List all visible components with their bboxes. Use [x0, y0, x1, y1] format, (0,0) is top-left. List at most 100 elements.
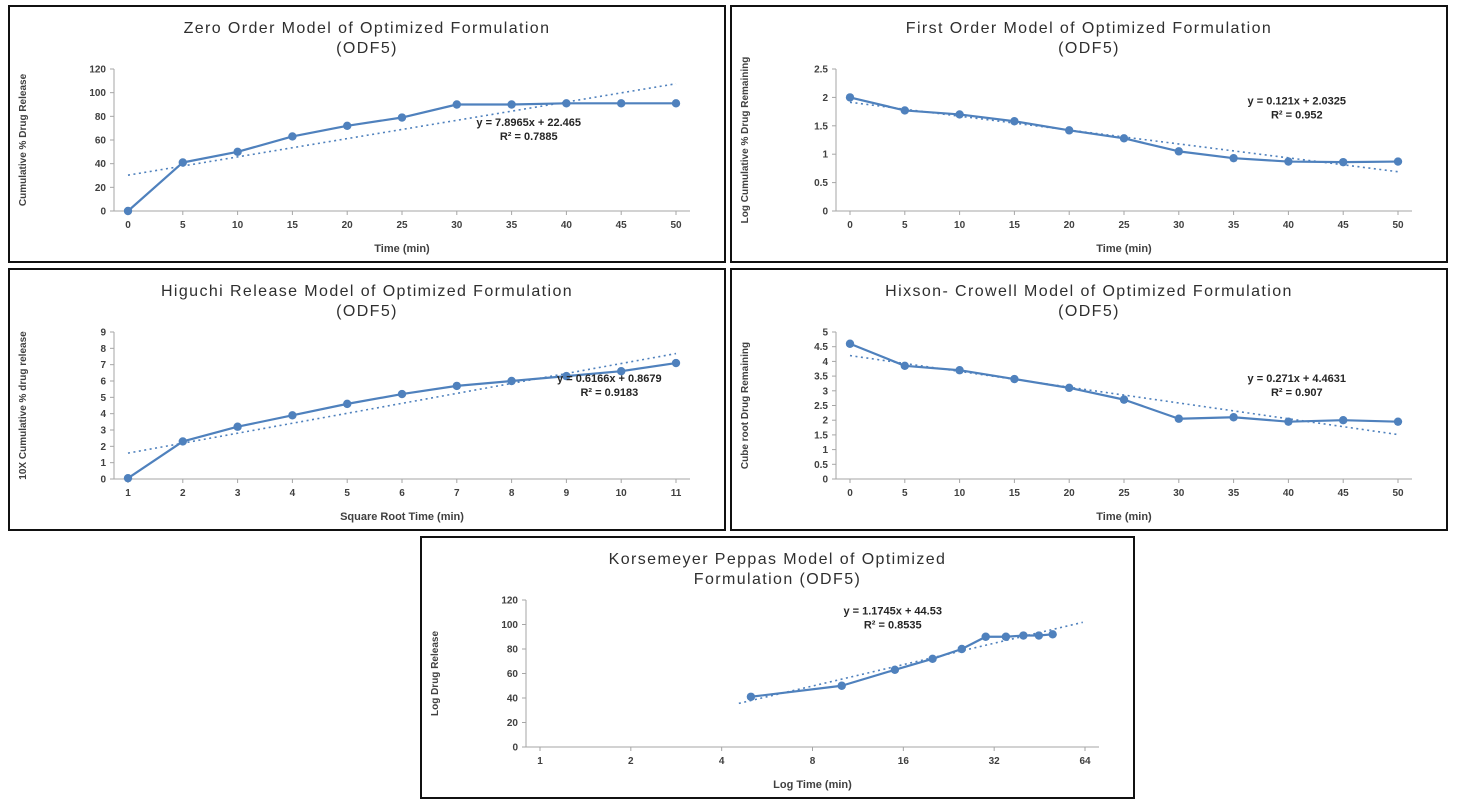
y-tick-label: 60: [95, 136, 107, 147]
y-tick-label: 100: [89, 88, 106, 99]
y-tick-label: 1.5: [814, 121, 828, 132]
equation-label: y = 1.1745x + 44.53: [843, 606, 941, 618]
x-tick-label: 25: [1118, 488, 1130, 499]
equation-label: y = 0.6166x + 0.8679: [557, 373, 662, 385]
higuchi-chart: Higuchi Release Model of Optimized Formu…: [18, 283, 690, 523]
equation-label: y = 0.271x + 4.4631: [1248, 373, 1346, 385]
data-point: [1034, 631, 1044, 640]
data-point: [507, 100, 516, 109]
panel-hixson-crowell-chart: Hixson- Crowell Model of Optimized Formu…: [730, 268, 1448, 531]
y-tick-label: 60: [507, 669, 519, 680]
data-point: [178, 158, 187, 167]
y-tick-label: 20: [95, 183, 107, 194]
y-tick-label: 1: [822, 445, 828, 456]
data-point: [178, 437, 187, 446]
x-axis-title: Log Time (min): [773, 779, 852, 791]
data-point: [397, 389, 407, 399]
korsemeyer-peppas-chart: Korsemeyer Peppas Model of Optimized Form…: [430, 551, 1099, 791]
data-point: [900, 106, 909, 115]
y-tick-label: 1.5: [814, 430, 828, 441]
chart-title-line-1: Korsemeyer Peppas Model of Optimized: [609, 551, 947, 568]
x-tick-label: 3: [235, 488, 241, 499]
data-series-line: [750, 633, 1053, 698]
x-tick-label: 35: [1228, 488, 1240, 499]
data-point: [452, 100, 461, 109]
data-point: [1048, 630, 1057, 639]
panel-higuchi-chart: Higuchi Release Model of Optimized Formu…: [8, 268, 726, 531]
x-tick-label: 50: [670, 220, 682, 231]
x-tick-label: 1: [125, 488, 131, 499]
x-tick-label: 50: [1392, 488, 1404, 499]
y-tick-label: 80: [507, 645, 519, 656]
x-tick-label: 30: [1173, 488, 1185, 499]
data-point: [343, 121, 352, 130]
y-axis-title: Log Drug Release: [430, 631, 441, 716]
data-point: [1284, 417, 1293, 426]
y-tick-label: 0: [512, 743, 518, 754]
y-tick-label: 2: [100, 442, 106, 453]
y-tick-label: 100: [501, 620, 518, 631]
x-tick-label: 6: [399, 488, 405, 499]
data-point: [1065, 126, 1074, 135]
x-tick-label: 25: [1118, 220, 1130, 231]
data-point: [397, 113, 407, 122]
r-squared-label: R² = 0.7885: [500, 131, 558, 143]
data-point: [1119, 134, 1129, 143]
r-squared-label: R² = 0.8535: [864, 620, 922, 632]
x-tick-label: 45: [616, 220, 628, 231]
x-tick-label: 45: [1338, 220, 1350, 231]
panel-korsemeyer-peppas-chart: Korsemeyer Peppas Model of Optimized Form…: [420, 536, 1135, 799]
y-tick-label: 0.5: [814, 460, 828, 471]
y-tick-label: 40: [95, 159, 107, 170]
y-tick-label: 1: [100, 458, 106, 469]
equation-label: y = 7.8965x + 22.465: [476, 117, 581, 129]
data-point: [671, 99, 681, 108]
x-tick-label: 10: [954, 488, 966, 499]
data-point: [1339, 157, 1348, 167]
x-tick-label: 2: [180, 488, 186, 499]
data-point: [123, 473, 133, 483]
y-tick-label: 4.5: [814, 342, 828, 353]
y-tick-label: 9: [100, 328, 106, 339]
x-tick-label: 32: [989, 756, 1001, 767]
x-tick-label: 50: [1392, 220, 1404, 231]
x-tick-label: 5: [902, 488, 908, 499]
data-point: [981, 632, 990, 641]
data-point: [900, 361, 909, 371]
x-tick-label: 8: [509, 488, 515, 499]
x-tick-label: 30: [1173, 220, 1185, 231]
data-point: [343, 399, 352, 409]
y-axis-title: Cube root Drug Remaining: [740, 342, 751, 469]
chart-title-line-2: Formulation (ODF5): [694, 571, 861, 588]
x-tick-label: 2: [628, 756, 634, 767]
chart-title-line-1: Higuchi Release Model of Optimized Formu…: [161, 283, 573, 300]
data-point: [233, 147, 242, 157]
data-point: [507, 376, 516, 386]
data-point: [617, 367, 626, 376]
x-tick-label: 40: [1283, 220, 1295, 231]
data-point: [746, 692, 756, 701]
y-tick-label: 120: [501, 596, 518, 607]
x-tick-label: 15: [287, 220, 299, 231]
data-point: [845, 93, 855, 102]
y-tick-label: 40: [507, 694, 519, 705]
chart-title-line-2: (ODF5): [1058, 303, 1120, 320]
data-point: [1339, 416, 1348, 425]
x-axis-title: Time (min): [374, 243, 430, 255]
x-tick-label: 4: [290, 488, 296, 499]
x-axis-title: Time (min): [1096, 243, 1152, 255]
y-tick-label: 0: [100, 207, 106, 218]
y-tick-label: 4: [822, 357, 828, 368]
x-axis-title: Time (min): [1096, 511, 1152, 523]
data-point: [1284, 157, 1293, 166]
x-tick-label: 4: [719, 756, 725, 767]
x-tick-label: 35: [506, 220, 518, 231]
chart-title-line-1: Zero Order Model of Optimized Formulatio…: [184, 20, 551, 37]
trendline: [127, 82, 677, 176]
chart-title-line-2: (ODF5): [336, 303, 398, 320]
x-tick-label: 0: [847, 488, 853, 499]
x-tick-label: 10: [616, 488, 628, 499]
data-point: [845, 339, 855, 348]
y-tick-label: 5: [822, 328, 828, 339]
